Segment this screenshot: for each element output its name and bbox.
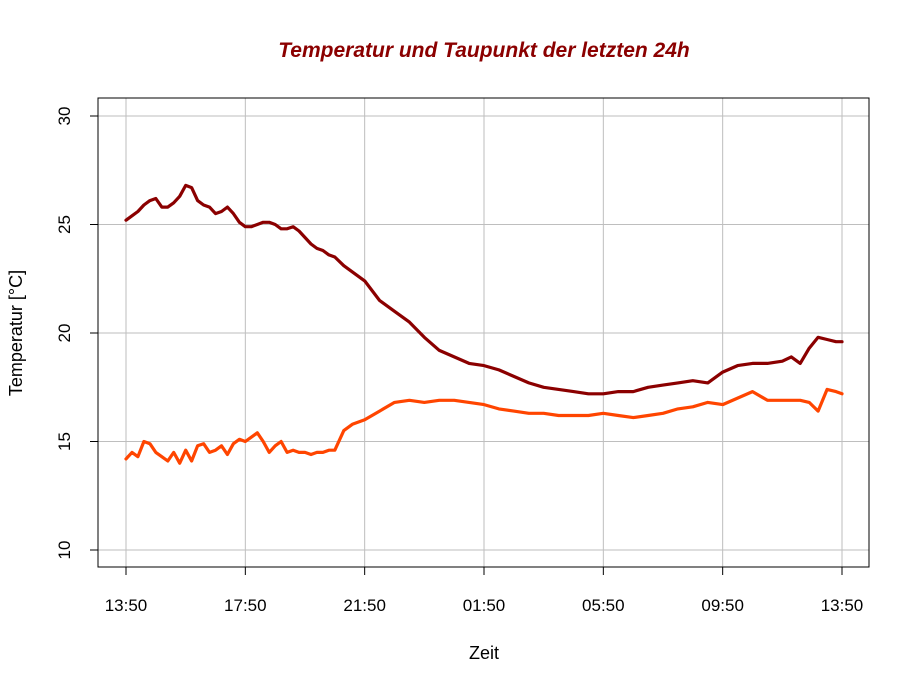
x-tick-label: 13:50 <box>821 596 864 615</box>
series-lines <box>124 183 844 465</box>
x-axis-label: Zeit <box>469 643 499 663</box>
x-axis: 13:50 17:50 21:50 01:50 05:50 09:50 13:50 <box>105 567 864 615</box>
x-tick-label: 21:50 <box>343 596 386 615</box>
series-line-1 <box>124 183 844 396</box>
grid-lines <box>98 98 869 567</box>
y-tick-label: 20 <box>55 324 74 343</box>
x-tick-label: 01:50 <box>463 596 506 615</box>
x-tick-label: 17:50 <box>224 596 267 615</box>
chart-title: Temperatur und Taupunkt der letzten 24h <box>278 39 690 62</box>
series-line-2 <box>124 387 844 465</box>
x-tick-label: 05:50 <box>582 596 625 615</box>
y-tick-label: 25 <box>55 215 74 234</box>
y-axis: 10 15 20 25 30 <box>55 107 98 560</box>
y-tick-label: 10 <box>55 541 74 560</box>
y-tick-label: 30 <box>55 107 74 126</box>
x-tick-label: 09:50 <box>701 596 744 615</box>
y-tick-label: 15 <box>55 432 74 451</box>
y-axis-label: Temperatur [°C] <box>6 270 26 396</box>
x-tick-label: 13:50 <box>105 596 148 615</box>
